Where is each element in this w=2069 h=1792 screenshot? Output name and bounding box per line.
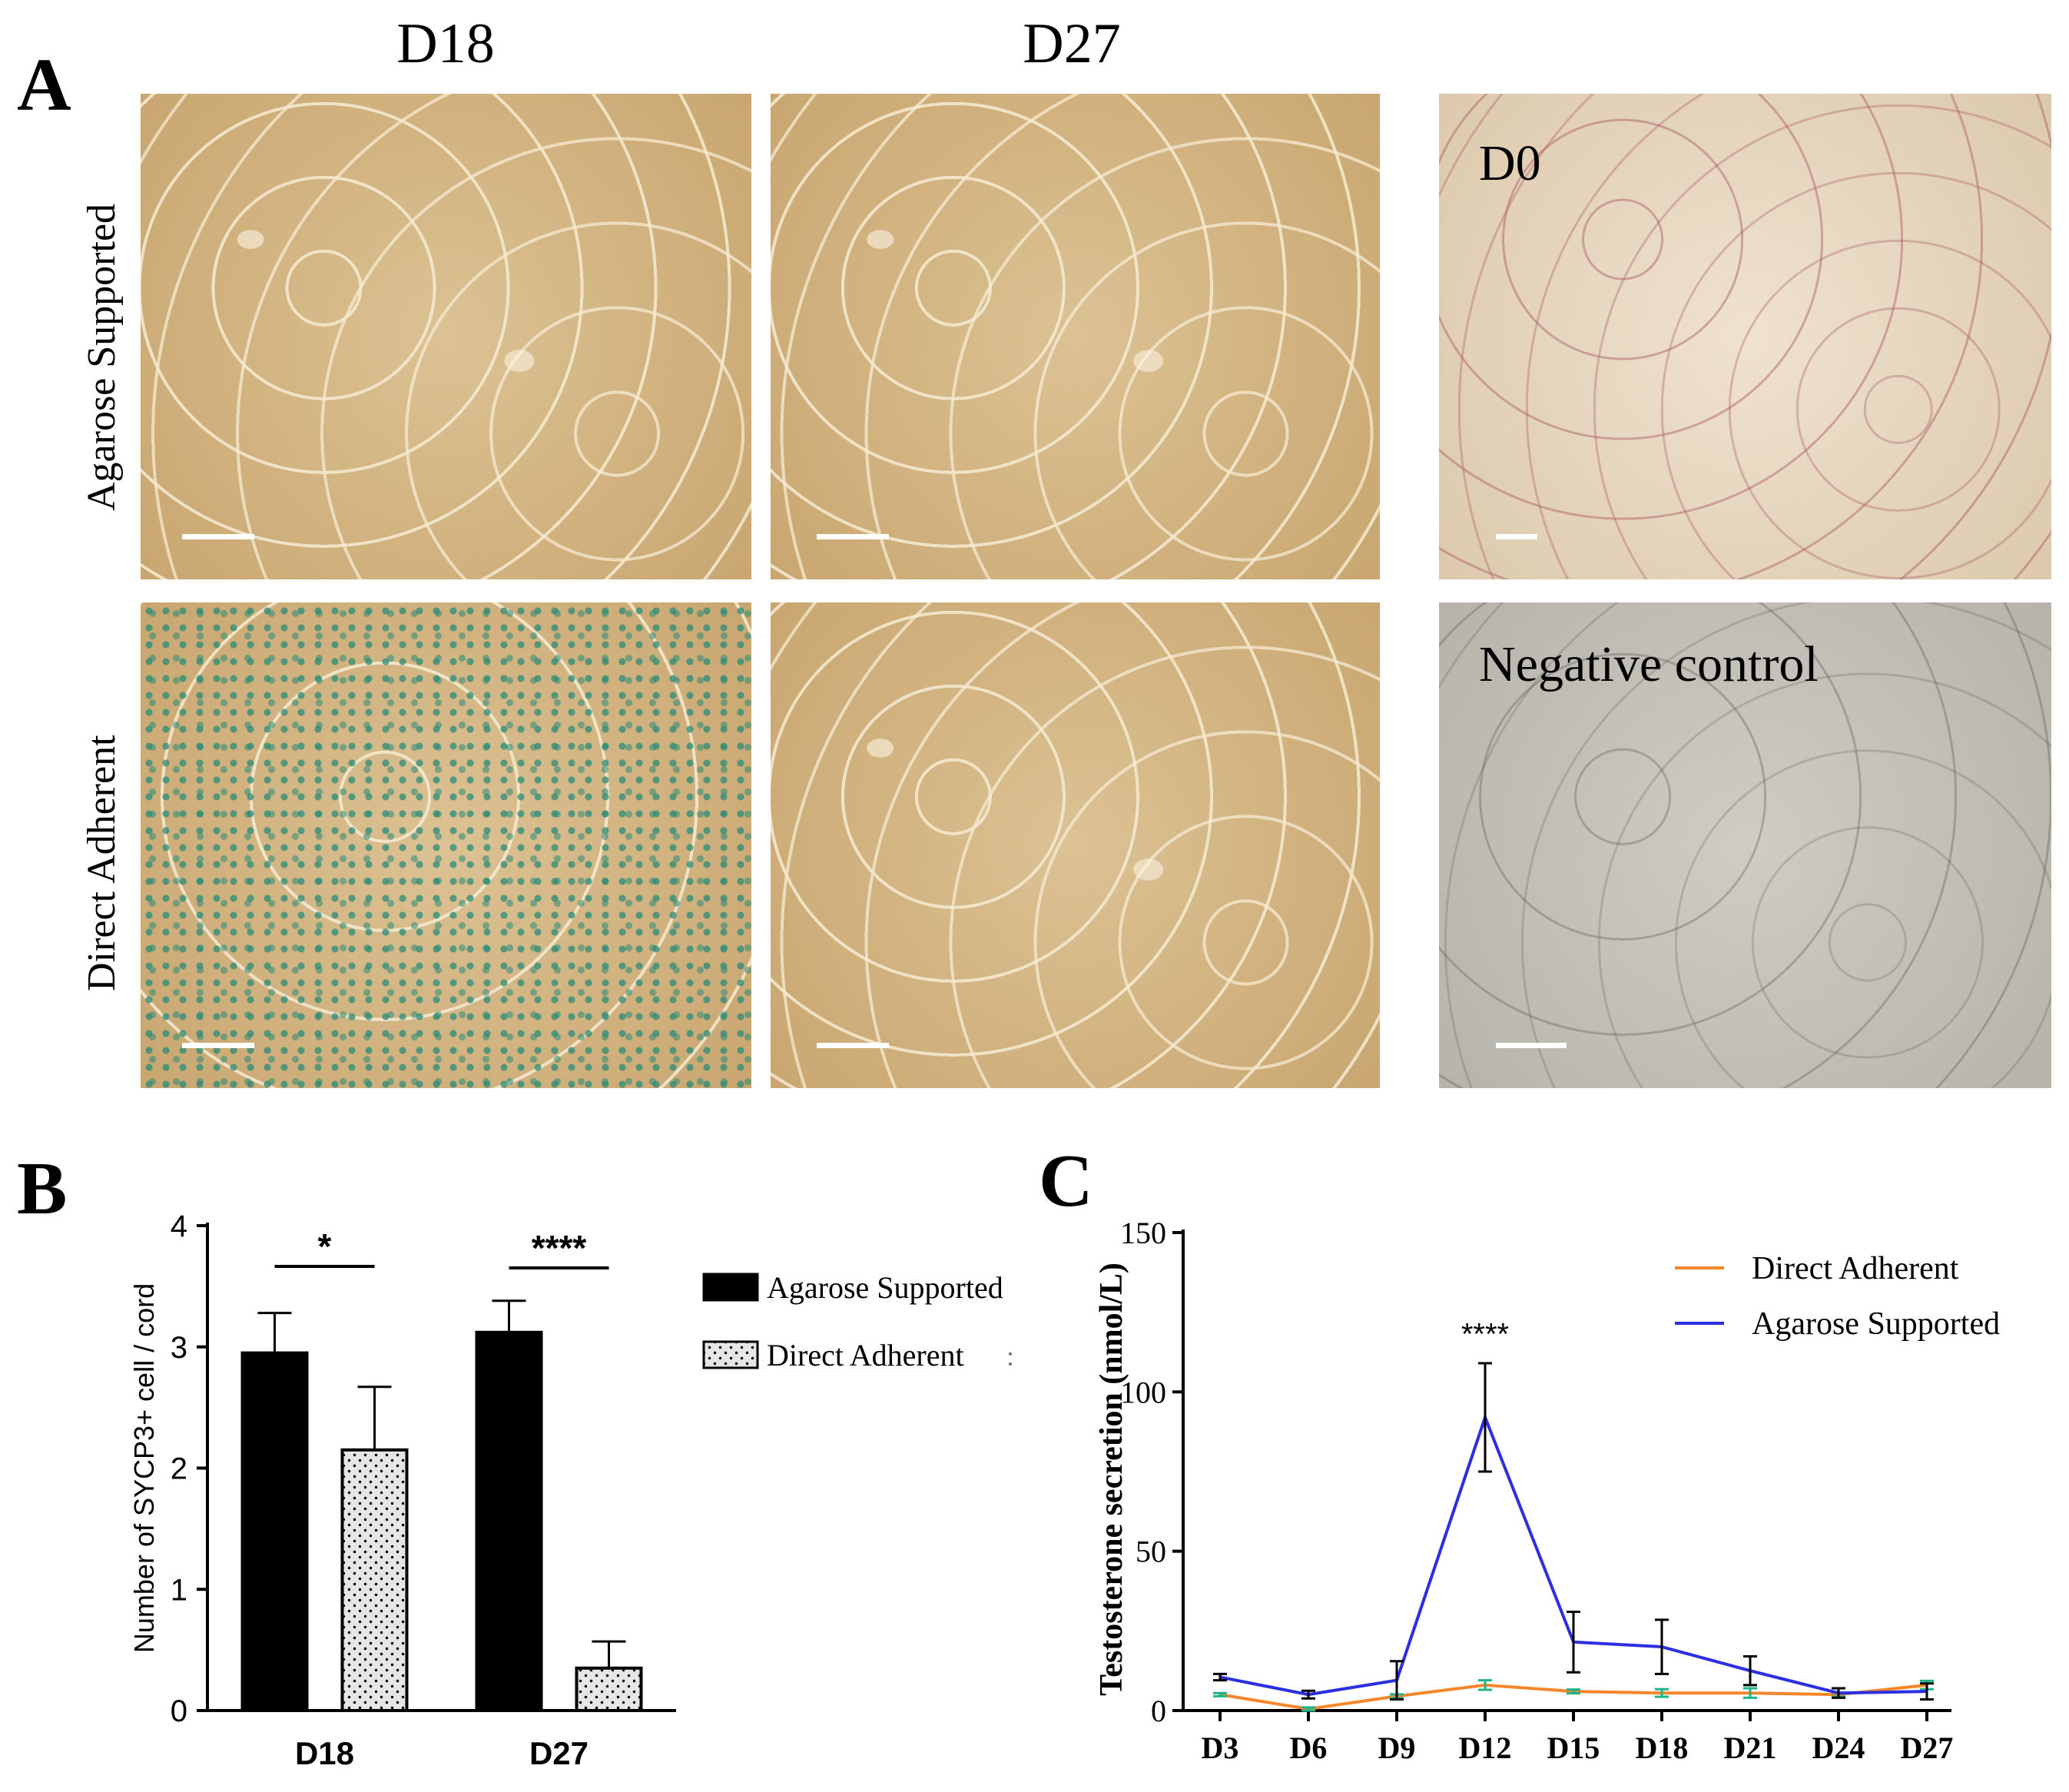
x-tick-label: D18 [1636, 1731, 1689, 1765]
significance-label: **** [1461, 1318, 1509, 1352]
scale-bar [817, 534, 889, 539]
scale-bar [1496, 1043, 1567, 1048]
y-tick-label: 4 [171, 1210, 187, 1243]
x-tick-label: D3 [1202, 1731, 1239, 1765]
x-tick-label: D21 [1724, 1731, 1777, 1765]
micrograph-agarose-d18 [141, 94, 751, 579]
micrograph-direct-d27 [771, 602, 1380, 1088]
legend-extra-glyph: : [1006, 1341, 1014, 1372]
chart-b: 0 1 2 3 4 Number of SYCP3+ cell / cord D18 * D27… [128, 1210, 1014, 1771]
significance-label: **** [532, 1228, 587, 1268]
y-tick-label: 3 [171, 1331, 187, 1365]
panel-a-label: A [17, 44, 71, 127]
micrograph-direct-d18 [141, 602, 751, 1088]
scale-bar [817, 1043, 889, 1048]
panel-b-label: B [17, 1147, 68, 1230]
x-tick-label: D18 [295, 1735, 354, 1771]
x-tick-label: D24 [1812, 1731, 1865, 1765]
legend-label: Agarose Supported [1752, 1306, 2000, 1342]
legend-label: Direct Adherent [767, 1338, 964, 1372]
d0-label: D0 [1479, 135, 1541, 191]
y-tick-label: 1 [171, 1573, 187, 1607]
legend-label: Agarose Supported [767, 1270, 1003, 1305]
y-tick-label: 50 [1136, 1535, 1166, 1569]
x-tick-label: D15 [1547, 1731, 1600, 1765]
x-tick-label: D27 [1901, 1731, 1954, 1765]
chart-c: 0 50 100 150 D3 D6 D9 D12 D15 D18 D21 D24 D27 Testost… [1094, 1216, 2000, 1765]
bar [475, 1330, 543, 1712]
micrograph-d0: D0 [1439, 94, 2051, 579]
legend-swatch [702, 1340, 759, 1369]
bar [240, 1351, 309, 1712]
micrograph-agarose-d27 [771, 94, 1380, 579]
y-axis-label: Number of SYCP3+ cell / cord [128, 1283, 160, 1653]
bar [575, 1666, 643, 1712]
y-tick-label: 2 [171, 1452, 187, 1486]
y-tick-label: 0 [1151, 1694, 1166, 1728]
x-tick-label: D12 [1459, 1731, 1512, 1765]
scale-bar [1496, 534, 1537, 539]
x-tick-label: D9 [1378, 1731, 1416, 1765]
column-title-d18: D18 [396, 12, 495, 75]
row-title-direct-adherent: Direct Adherent [80, 735, 124, 991]
y-tick-label: 0 [171, 1694, 187, 1728]
legend-swatch [702, 1273, 759, 1302]
y-tick-label: 100 [1120, 1375, 1166, 1409]
y-tick-label: 150 [1120, 1216, 1166, 1250]
legend-label: Direct Adherent [1752, 1251, 1959, 1286]
x-tick-label: D27 [529, 1735, 589, 1771]
column-title-d27: D27 [1023, 12, 1121, 75]
row-title-agarose-supported: Agarose Supported [80, 203, 124, 511]
significance-label: * [318, 1226, 332, 1266]
x-tick-label: D6 [1290, 1731, 1328, 1765]
negative-control-label: Negative control [1479, 636, 1819, 692]
micrograph-negative-control: Negative control [1439, 602, 2051, 1088]
scale-bar [182, 534, 254, 539]
scale-bar [182, 1043, 254, 1048]
bar [340, 1448, 409, 1712]
panel-c-label: C [1039, 1140, 1093, 1223]
y-axis-label: Testosterone secretion (nmol/L) [1094, 1263, 1129, 1696]
